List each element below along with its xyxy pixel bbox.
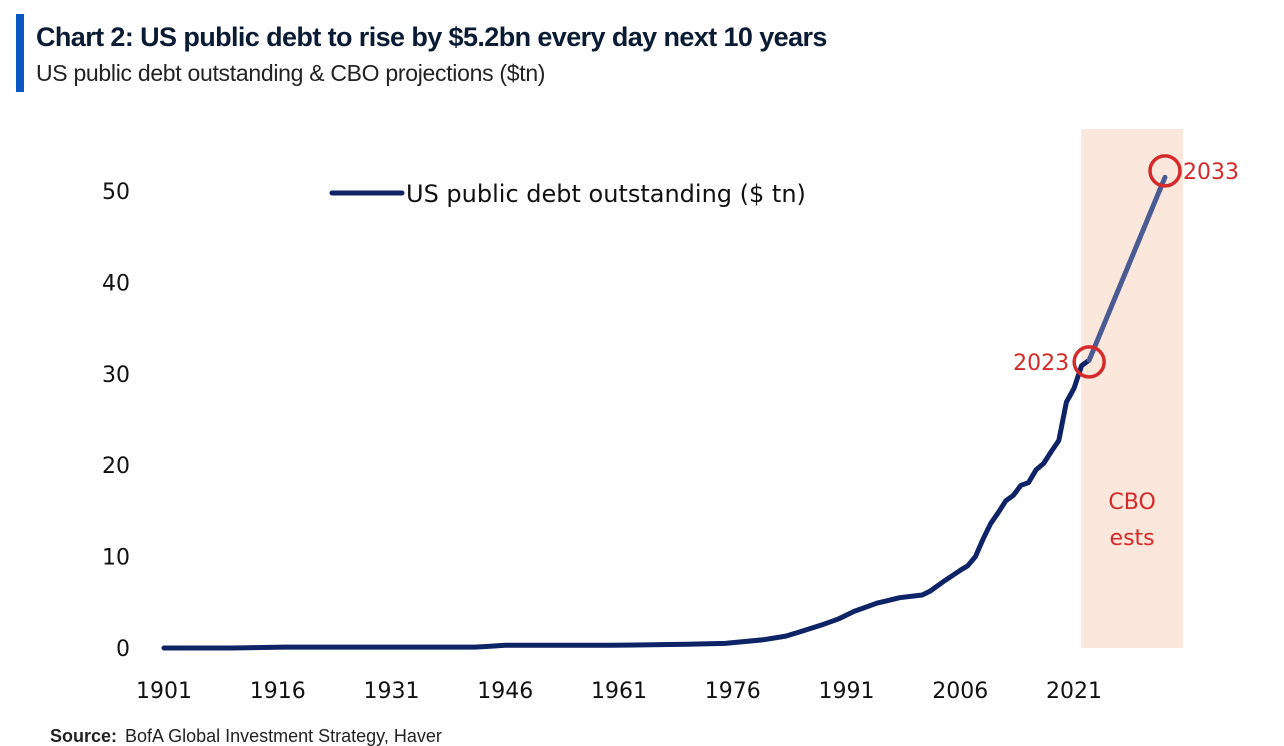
x-tick-label: 1916	[250, 679, 306, 704]
annotation-label-2023: 2023	[1013, 351, 1069, 376]
y-tick-label: 30	[102, 363, 130, 388]
x-tick-label: 1991	[819, 679, 875, 704]
y-tick-label: 20	[102, 454, 130, 479]
annotation-label-2033: 2033	[1183, 160, 1239, 185]
x-tick-label: 2021	[1046, 679, 1102, 704]
cbo-label-line2: ests	[1110, 526, 1155, 551]
year-annotations: 2023 2033	[1013, 154, 1239, 379]
y-tick-label: 40	[102, 271, 130, 296]
y-tick-label: 0	[116, 637, 130, 662]
cbo-projection-shade	[1081, 129, 1183, 648]
x-axis-ticks: 1901 1916 1931 1946 1961 1976 1991 2006 2021	[136, 679, 1102, 704]
series-line-historical	[161, 357, 1092, 651]
x-tick-label: 2006	[932, 679, 988, 704]
annotation-circle-2023	[1072, 345, 1106, 379]
cbo-label-line1: CBO	[1108, 490, 1155, 515]
x-tick-label: 1961	[591, 679, 647, 704]
source-label: Source:	[50, 726, 118, 746]
x-tick-label: 1901	[136, 679, 192, 704]
y-axis-ticks: 0 10 20 30 40 50	[102, 180, 130, 662]
legend-label: US public debt outstanding ($ tn)	[406, 180, 806, 208]
source-note: Source: BofA Global Investment Strategy, …	[50, 726, 442, 746]
title-accent-bar	[16, 14, 24, 92]
x-tick-label: 1931	[364, 679, 420, 704]
y-tick-label: 50	[102, 180, 130, 205]
series-line-projection	[1086, 174, 1168, 363]
chart-title: Chart 2: US public debt to rise by $5.2b…	[36, 22, 827, 52]
chart-subtitle: US public debt outstanding & CBO project…	[36, 60, 546, 86]
y-tick-label: 10	[102, 546, 130, 571]
annotation-circle-2033	[1148, 154, 1182, 188]
x-tick-label: 1976	[705, 679, 761, 704]
x-tick-label: 1946	[477, 679, 533, 704]
source-text: BofA Global Investment Strategy, Haver	[125, 726, 442, 746]
